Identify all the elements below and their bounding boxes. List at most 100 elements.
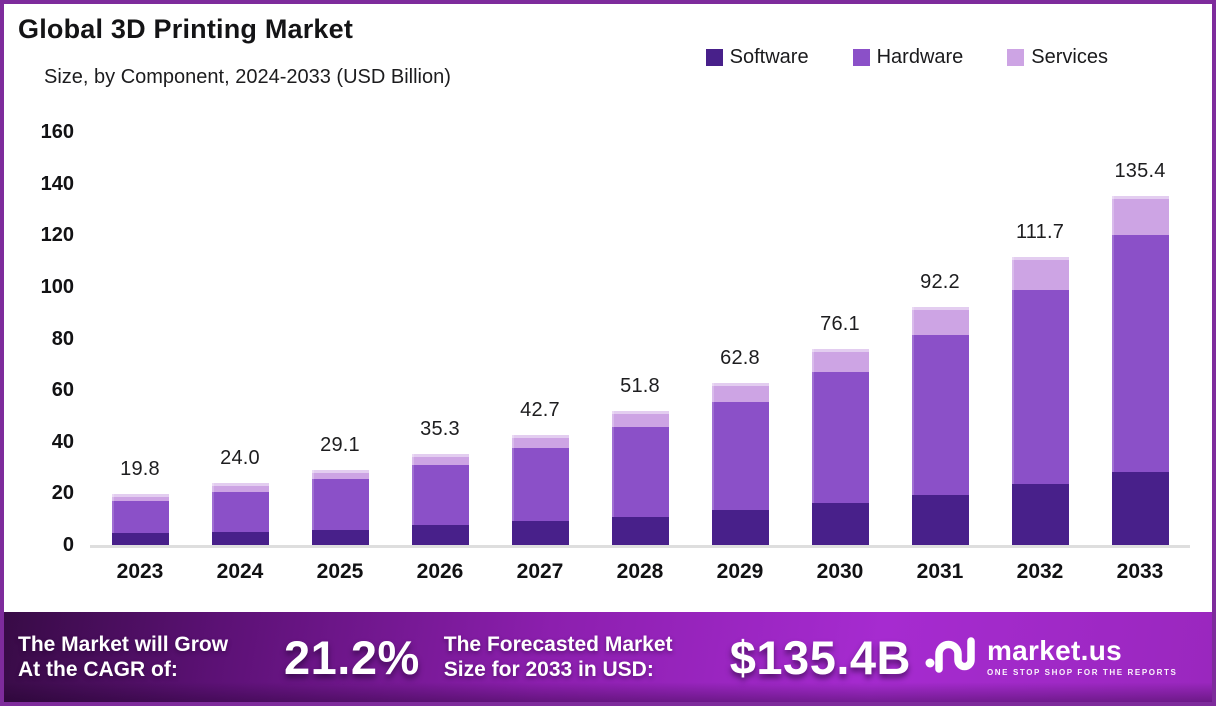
legend-item-software: Software (705, 46, 809, 69)
cagr-value: 21.2% (284, 630, 420, 684)
bar-segment-software (511, 520, 569, 545)
cagr-label-line2: At the CAGR of: (18, 658, 178, 681)
x-axis: 2023 2024 2025 2026 2027 2028 2029 2030 2031 2032… (90, 560, 1190, 584)
stacked-bar-2028 (611, 411, 669, 545)
x-axis-label-2027: 2027 (516, 560, 564, 583)
legend-label: Software (729, 46, 809, 68)
stacked-bar-2027 (511, 434, 569, 545)
y-axis-tick-80: 80 (51, 327, 74, 350)
bar-segment-software (211, 531, 269, 545)
chart-legend: Software Hardware Services (705, 46, 1108, 69)
marketus-logo-icon (925, 631, 977, 684)
stacked-bar-2023 (111, 493, 169, 545)
bar-segment-services (811, 348, 869, 372)
bar-segment-services (411, 453, 469, 466)
bar-total-label-2033: 135.4 (1114, 159, 1166, 182)
bar-total-label-2030: 76.1 (820, 312, 860, 335)
bar-segment-software (1011, 484, 1069, 545)
y-axis-tick-20: 20 (51, 482, 74, 505)
bar-column-2028: 51.8 (590, 132, 690, 545)
bar-total-label-2026: 35.3 (420, 417, 460, 440)
y-axis-tick-160: 160 (40, 121, 74, 143)
x-axis-label-2025: 2025 (316, 560, 364, 583)
x-axis-label-2024: 2024 (216, 560, 264, 583)
bar-segment-hardware (311, 478, 369, 530)
bar-segment-hardware (611, 427, 669, 517)
y-axis-tick-100: 100 (40, 275, 74, 298)
bar-column-2032: 111.7 (990, 132, 1090, 545)
y-axis-tick-120: 120 (40, 224, 74, 247)
bar-total-label-2032: 111.7 (1015, 220, 1065, 243)
bottom-banner: The Market will Grow At the CAGR of: 21.… (4, 612, 1212, 702)
bar-segment-hardware (1111, 235, 1169, 472)
bar-column-2031: 92.2 (890, 132, 990, 545)
bar-segment-hardware (111, 501, 169, 534)
stacked-bar-2025 (311, 469, 369, 545)
bar-columns: 19.8 24.0 29.1 35.3 42.7 51.8 62.8 76.1 92.2 111.… (90, 132, 1190, 545)
bar-segment-services (1111, 195, 1169, 235)
page-title: Global 3D Printing Market (18, 14, 354, 44)
bar-segment-services (111, 493, 169, 502)
cagr-label-line1: The Market will Grow (18, 632, 229, 656)
stacked-bar-2030 (811, 348, 869, 545)
bar-column-2024: 24.0 (190, 132, 290, 545)
legend-swatch-hardware (852, 49, 870, 66)
plot-area: 19.8 24.0 29.1 35.3 42.7 51.8 62.8 76.1 92.2 111.… (90, 132, 1190, 548)
x-axis-label-2033: 2033 (1116, 560, 1164, 583)
bar-segment-hardware (511, 447, 569, 521)
bar-segment-software (911, 494, 969, 545)
stacked-bar-2024 (211, 483, 269, 545)
x-axis-label-2029: 2029 (716, 560, 764, 583)
stacked-bar-2029 (711, 382, 769, 545)
bar-segment-services (911, 307, 969, 336)
bar-segment-hardware (811, 371, 869, 503)
x-axis-label-2030: 2030 (816, 560, 864, 583)
page-subtitle: Size, by Component, 2024-2033 (USD Billi… (44, 66, 451, 88)
bar-column-2025: 29.1 (290, 132, 390, 545)
forecast-label-line1: The Forecasted Market (443, 632, 673, 656)
bar-column-2026: 35.3 (390, 132, 490, 545)
bar-total-label-2029: 62.8 (720, 346, 760, 369)
forecast-value: $135.4B (729, 630, 911, 684)
legend-swatch-services (1007, 49, 1025, 66)
bar-total-label-2031: 92.2 (920, 271, 960, 294)
bar-segment-hardware (411, 465, 469, 525)
bar-segment-services (1011, 256, 1069, 290)
bar-segment-software (811, 502, 869, 545)
forecast-label: The Forecasted Market Size for 2033 in U… (444, 632, 726, 682)
x-axis-label-2031: 2031 (916, 560, 964, 583)
legend-item-hardware: Hardware (852, 46, 963, 69)
y-axis: 0 20 40 60 80 100 120 140 160 (4, 121, 82, 556)
cagr-label: The Market will Grow At the CAGR of: (18, 632, 276, 682)
bar-segment-hardware (911, 335, 969, 495)
legend-item-services: Services (1007, 46, 1108, 69)
bar-segment-software (411, 524, 469, 545)
bar-segment-software (611, 516, 669, 545)
brand-name: market.us (986, 635, 1122, 666)
bar-segment-software (111, 533, 169, 545)
bar-column-2033: 135.4 (1090, 132, 1190, 545)
stacked-bar-2033 (1111, 195, 1169, 545)
bar-total-label-2023: 19.8 (120, 457, 160, 480)
legend-swatch-software (705, 49, 723, 66)
bar-total-label-2025: 29.1 (320, 433, 360, 456)
bar-column-2029: 62.8 (690, 132, 790, 545)
x-axis-label-2023: 2023 (116, 560, 164, 583)
y-axis-tick-0: 0 (62, 534, 74, 556)
bar-segment-hardware (711, 402, 769, 511)
bar-total-label-2028: 51.8 (620, 375, 660, 398)
bar-total-label-2027: 42.7 (520, 398, 560, 421)
bar-segment-hardware (1011, 289, 1069, 485)
stacked-bar-2026 (411, 453, 469, 545)
y-axis-tick-60: 60 (51, 379, 74, 402)
bar-column-2027: 42.7 (490, 132, 590, 545)
bar-segment-services (311, 469, 369, 479)
bar-segment-software (311, 529, 369, 545)
brand-logo: market.us ONE STOP SHOP FOR THE REPORTS (925, 631, 1177, 684)
brand-tagline: ONE STOP SHOP FOR THE REPORTS (986, 668, 1178, 677)
forecast-label-line2: Size for 2033 in USD: (443, 658, 654, 681)
bar-segment-services (211, 483, 269, 492)
stacked-bar-2032 (1011, 256, 1069, 545)
brand-text: market.us ONE STOP SHOP FOR THE REPORTS (987, 637, 1177, 677)
